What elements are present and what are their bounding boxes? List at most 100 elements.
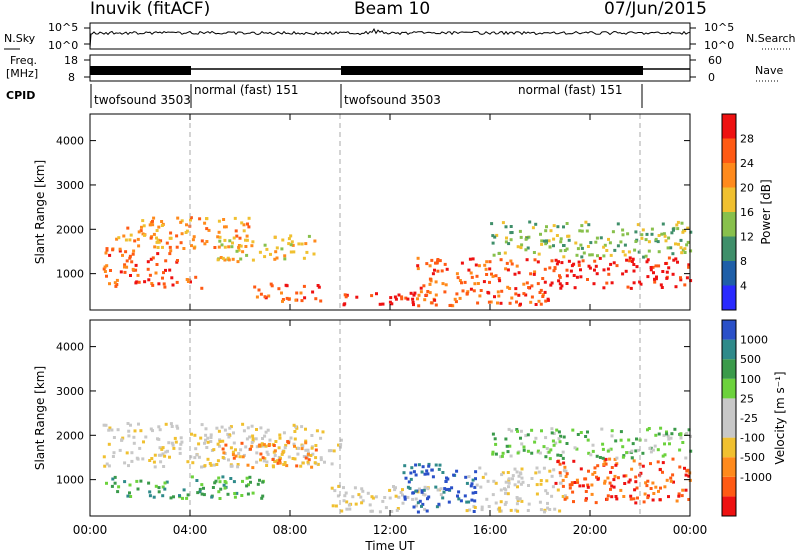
velocity-echo-cell	[211, 486, 215, 489]
power-echo-cell	[541, 293, 545, 297]
power-echo-cell	[168, 245, 172, 249]
power-echo-cell	[653, 280, 657, 284]
velocity-echo-cell	[459, 499, 463, 503]
power-echo-cell	[477, 264, 481, 268]
velocity-echo-cell	[648, 446, 652, 450]
velocity-echo-cell	[123, 461, 127, 465]
velocity-echo-cell	[536, 449, 540, 453]
velocity-echo-cell	[157, 453, 161, 457]
power-echo-cell	[499, 301, 503, 305]
velocity-echo-cell	[557, 437, 561, 441]
velocity-echo-cell	[554, 481, 558, 485]
power-echo-cell	[164, 268, 167, 272]
power-echo-cell	[615, 264, 619, 268]
velocity-echo-cell	[539, 482, 543, 486]
velocity-colorbar-frame	[721, 319, 737, 517]
velocity-echo-cell	[247, 483, 250, 487]
power-echo-cell	[576, 247, 580, 251]
power-echo-cell	[251, 240, 255, 244]
power-echo-cell	[525, 281, 529, 285]
power-echo-cell	[114, 284, 118, 288]
velocity-echo-cell	[416, 510, 420, 514]
velocity-echo-cell	[186, 460, 190, 464]
power-echo-cell	[487, 300, 491, 304]
velocity-echo-cell	[606, 476, 610, 480]
velocity-echo-cell	[471, 491, 475, 495]
velocity-echo-cell	[530, 477, 534, 480]
power-echo-cell	[455, 272, 459, 276]
velocity-echo-cell	[263, 434, 267, 438]
power-echo-cell	[314, 297, 318, 301]
velocity-echo-cell	[538, 500, 542, 504]
velocity-echo-cell	[519, 472, 523, 476]
velocity-echo-cell	[314, 444, 318, 447]
velocity-echo-cell	[603, 459, 607, 463]
velocity-echo-cell	[257, 444, 261, 448]
velocity-echo-cell	[515, 496, 519, 499]
velocity-echo-cell	[441, 496, 445, 500]
power-echo-cell	[496, 301, 499, 305]
power-echo-cell	[574, 241, 578, 245]
power-echo-cell	[572, 274, 576, 277]
velocity-echo-cell	[172, 495, 175, 499]
velocity-echo-cell	[401, 493, 404, 497]
velocity-echo-cell	[306, 454, 309, 458]
power-echo-cell	[263, 255, 267, 259]
power-echo-cell	[257, 288, 261, 292]
velocity-echo-cell	[601, 447, 605, 451]
velocity-echo-cell	[684, 456, 688, 460]
velocity-echo-cell	[314, 456, 318, 460]
power-echo-cell	[543, 267, 547, 271]
power-echo-cell	[593, 259, 597, 263]
velocity-echo-cell	[202, 486, 205, 490]
velocity-echo-cell	[609, 470, 613, 474]
power-colorbar-frame	[721, 113, 737, 311]
velocity-echo-cell	[464, 475, 468, 479]
velocity-echo-cell	[670, 432, 674, 436]
power-echo-cell	[519, 235, 523, 239]
velocity-echo-cell	[296, 452, 300, 456]
power-echo-cell	[537, 252, 541, 256]
velocity-echo-cell	[414, 473, 418, 477]
velocity-echo-cell	[651, 481, 655, 485]
velocity-echo-cell	[112, 451, 116, 455]
velocity-echo-cell	[250, 444, 254, 448]
power-echo-cell	[505, 261, 509, 265]
velocity-echo-cell	[612, 485, 616, 489]
power-echo-cell	[538, 291, 542, 294]
power-echo-cell	[258, 250, 262, 254]
power-echo-cell	[285, 296, 289, 300]
power-echo-cell	[121, 253, 124, 257]
power-echo-cell	[575, 253, 579, 257]
velocity-echo-cell	[547, 450, 551, 454]
velocity-echo-cell	[226, 432, 230, 436]
power-echo-cell	[539, 232, 542, 236]
power-echo-cell	[444, 283, 448, 287]
velocity-echo-cell	[221, 447, 225, 451]
velocity-echo-cell	[446, 477, 450, 481]
power-echo-cell	[217, 245, 221, 249]
power-echo-cell	[191, 238, 195, 242]
velocity-echo-cell	[260, 496, 264, 500]
velocity-echo-cell	[687, 428, 691, 432]
power-echo-cell	[640, 233, 644, 237]
velocity-echo-cell	[267, 442, 271, 446]
velocity-echo-cell	[603, 479, 607, 483]
power-colorbar-tick: 12	[740, 231, 754, 244]
velocity-echo-cell	[494, 452, 498, 456]
power-echo-cell	[137, 244, 141, 248]
power-echo-cell	[580, 229, 584, 233]
velocity-echo-cell	[315, 429, 319, 433]
velocity-echo-cell	[662, 433, 666, 437]
velocity-echo-cell	[392, 485, 395, 488]
velocity-echo-cell	[117, 485, 121, 489]
velocity-echo-cell	[517, 474, 521, 478]
power-echo-cell	[675, 223, 679, 227]
velocity-echo-cell	[645, 484, 649, 488]
power-echo-cell	[213, 246, 217, 249]
power-echo-cell	[686, 240, 690, 244]
velocity-echo-cell	[596, 464, 600, 468]
power-echo-cell	[155, 240, 159, 244]
power-echo-cell	[664, 239, 668, 243]
velocity-echo-cell	[444, 479, 448, 483]
